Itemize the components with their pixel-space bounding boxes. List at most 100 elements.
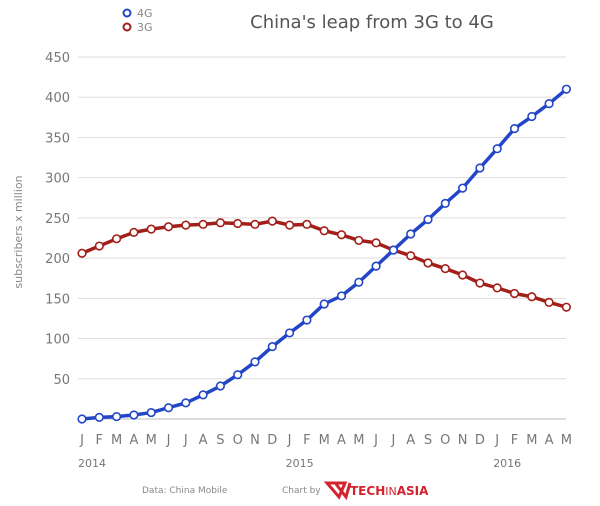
- x-tick-month: M: [146, 433, 157, 448]
- x-tick-year: 2016: [493, 457, 521, 470]
- x-tick-month: M: [319, 433, 330, 448]
- x-tick-month: J: [373, 433, 378, 448]
- data-point: [371, 238, 381, 248]
- chart-title: China's leap from 3G to 4G: [250, 12, 494, 33]
- data-point: [302, 219, 312, 229]
- data-point: [475, 278, 485, 288]
- y-tick-label: 250: [45, 212, 70, 227]
- x-tick-month: J: [287, 433, 292, 448]
- x-tick-month: D: [267, 433, 277, 448]
- data-point: [111, 411, 122, 422]
- x-tick-month: S: [216, 433, 224, 448]
- x-tick-month: O: [440, 433, 450, 448]
- data-point: [319, 226, 329, 236]
- data-point: [129, 227, 139, 237]
- x-tick-month: J: [390, 433, 395, 448]
- x-tick-month: F: [511, 433, 518, 448]
- x-tick-month: M: [561, 433, 572, 448]
- data-point: [406, 229, 416, 239]
- data-point: [215, 218, 225, 228]
- legend-marker-3G: [122, 22, 132, 32]
- data-point: [146, 407, 156, 418]
- data-point: [388, 245, 399, 255]
- y-tick-label: 200: [45, 252, 70, 267]
- logo-mark-icon: [323, 481, 352, 501]
- data-point: [285, 220, 295, 230]
- data-point: [371, 261, 381, 271]
- data-point: [354, 277, 364, 287]
- data-point: [94, 412, 104, 422]
- x-tick-month: A: [406, 433, 415, 448]
- y-tick-labels: 50 100 150 200 250 300 350 400 450: [45, 51, 70, 388]
- data-point: [423, 258, 433, 268]
- data-point: [163, 222, 174, 232]
- y-tick-label: 50: [53, 373, 70, 388]
- x-tick-month: O: [233, 433, 243, 448]
- data-point: [146, 224, 156, 234]
- x-tick-month: S: [424, 433, 432, 448]
- series-3G: [77, 216, 572, 312]
- x-tick-month: D: [475, 433, 485, 448]
- source-note: Data: China Mobile: [142, 486, 228, 496]
- data-point: [181, 220, 191, 230]
- data-point: [492, 144, 502, 154]
- data-point: [198, 390, 208, 400]
- credit-text: Chart by: [282, 486, 321, 496]
- data-point: [77, 414, 87, 424]
- data-point: [250, 219, 260, 229]
- x-tick-month: A: [199, 433, 208, 448]
- data-point: [215, 381, 225, 391]
- data-point: [302, 315, 312, 325]
- x-tick-month: A: [129, 433, 138, 448]
- x-tick-month: F: [96, 433, 103, 448]
- data-point: [475, 163, 485, 173]
- x-tick-month: M: [111, 433, 122, 448]
- x-tick-month: M: [353, 433, 364, 448]
- data-point: [509, 123, 520, 134]
- data-point: [267, 342, 277, 352]
- data-point: [527, 292, 537, 302]
- x-tick-year: 2014: [78, 457, 106, 470]
- data-point: [285, 328, 295, 338]
- legend-marker-4G: [122, 8, 132, 18]
- x-tick-month: F: [303, 433, 310, 448]
- data-point: [561, 84, 572, 94]
- data-point: [544, 297, 554, 307]
- data-point: [233, 370, 243, 380]
- data-point: [509, 288, 520, 299]
- data-point: [492, 283, 502, 293]
- gridlines: [78, 56, 566, 420]
- legend-label-4G: 4G: [137, 7, 153, 20]
- y-tick-label: 300: [45, 172, 70, 187]
- data-point: [440, 263, 450, 274]
- series-4G: [77, 84, 572, 424]
- data-point: [181, 398, 191, 408]
- techinasia-logo: TECHINASIA: [323, 481, 429, 501]
- data-point: [406, 251, 416, 261]
- x-tick-month: M: [526, 433, 537, 448]
- legend-label-3G: 3G: [137, 21, 153, 34]
- x-tick-month: J: [166, 433, 171, 448]
- svg-text:TECHINASIA: TECHINASIA: [350, 484, 429, 498]
- series-group: [77, 84, 572, 424]
- data-point: [129, 410, 139, 420]
- y-tick-label: 100: [45, 333, 70, 348]
- x-tick-year: 2015: [286, 457, 314, 470]
- data-point: [354, 235, 364, 246]
- data-point: [458, 270, 468, 280]
- series-line-4G: [81, 87, 568, 421]
- y-tick-label: 400: [45, 91, 70, 106]
- data-point: [458, 183, 468, 193]
- data-point: [233, 218, 243, 229]
- data-point: [267, 216, 277, 226]
- x-tick-month: N: [458, 433, 468, 448]
- data-point: [198, 219, 208, 229]
- data-point: [319, 299, 329, 309]
- data-point: [163, 403, 174, 413]
- data-point: [423, 214, 433, 225]
- x-tick-month: J: [79, 433, 84, 448]
